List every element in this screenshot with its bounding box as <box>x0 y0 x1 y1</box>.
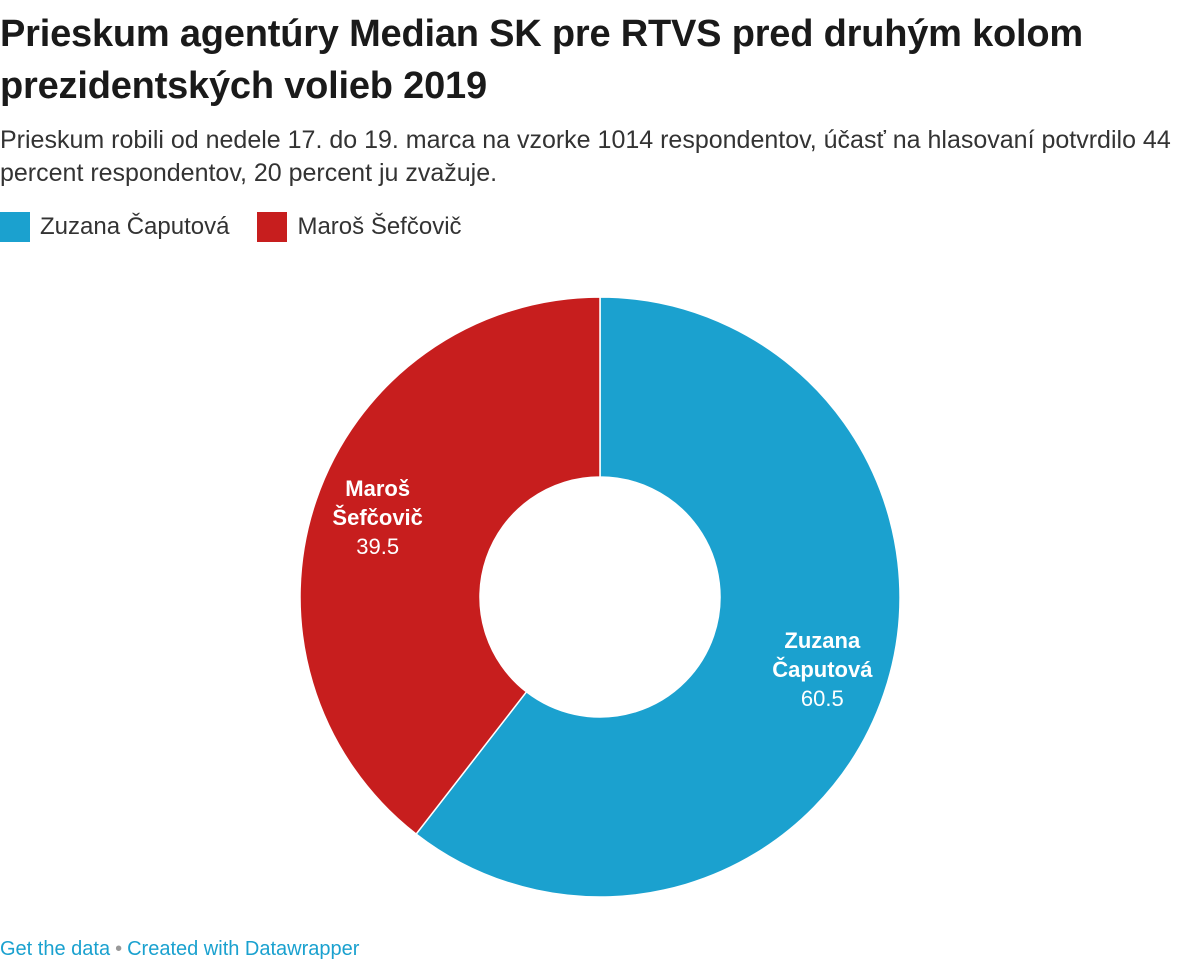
created-with-datawrapper-link[interactable]: Created with Datawrapper <box>127 938 360 960</box>
slice-name-1-line-1: Šefčovič <box>332 505 423 530</box>
donut-slice-0 <box>415 296 901 898</box>
legend-swatch-sefcovic <box>257 212 288 242</box>
slice-name-0-line-0: Zuzana <box>784 628 861 653</box>
get-the-data-link[interactable]: Get the data <box>0 938 111 960</box>
slice-name-0-line-1: Čaputová <box>772 657 873 682</box>
legend-swatch-caputova <box>0 212 30 242</box>
footer-separator: • <box>115 938 123 960</box>
slice-label-0: Zuzana Čaputová 60.5 <box>772 628 873 711</box>
chart-subtitle: Prieskum robili od nedele 17. do 19. mar… <box>0 126 1171 187</box>
legend-item-sefcovic: Maroš Šefčovič <box>257 212 462 242</box>
slice-label-1: Maroš Šefčovič 39.5 <box>332 476 423 559</box>
donut-slice-1 <box>299 296 601 836</box>
chart-title: Prieskum agentúry Median SK pre RTVS pre… <box>0 13 1083 107</box>
legend-item-caputova: Zuzana Čaputová <box>0 212 229 242</box>
legend: Zuzana Čaputová Maroš Šefčovič <box>0 212 490 242</box>
footer: Get the data • Created with Datawrapper <box>0 938 359 961</box>
slice-value-0: 60.5 <box>801 686 844 711</box>
legend-label-caputova: Zuzana Čaputová <box>40 213 230 240</box>
slice-value-1: 39.5 <box>356 534 399 559</box>
legend-label-sefcovic: Maroš Šefčovič <box>297 213 462 240</box>
slice-name-1-line-0: Maroš <box>345 476 410 501</box>
